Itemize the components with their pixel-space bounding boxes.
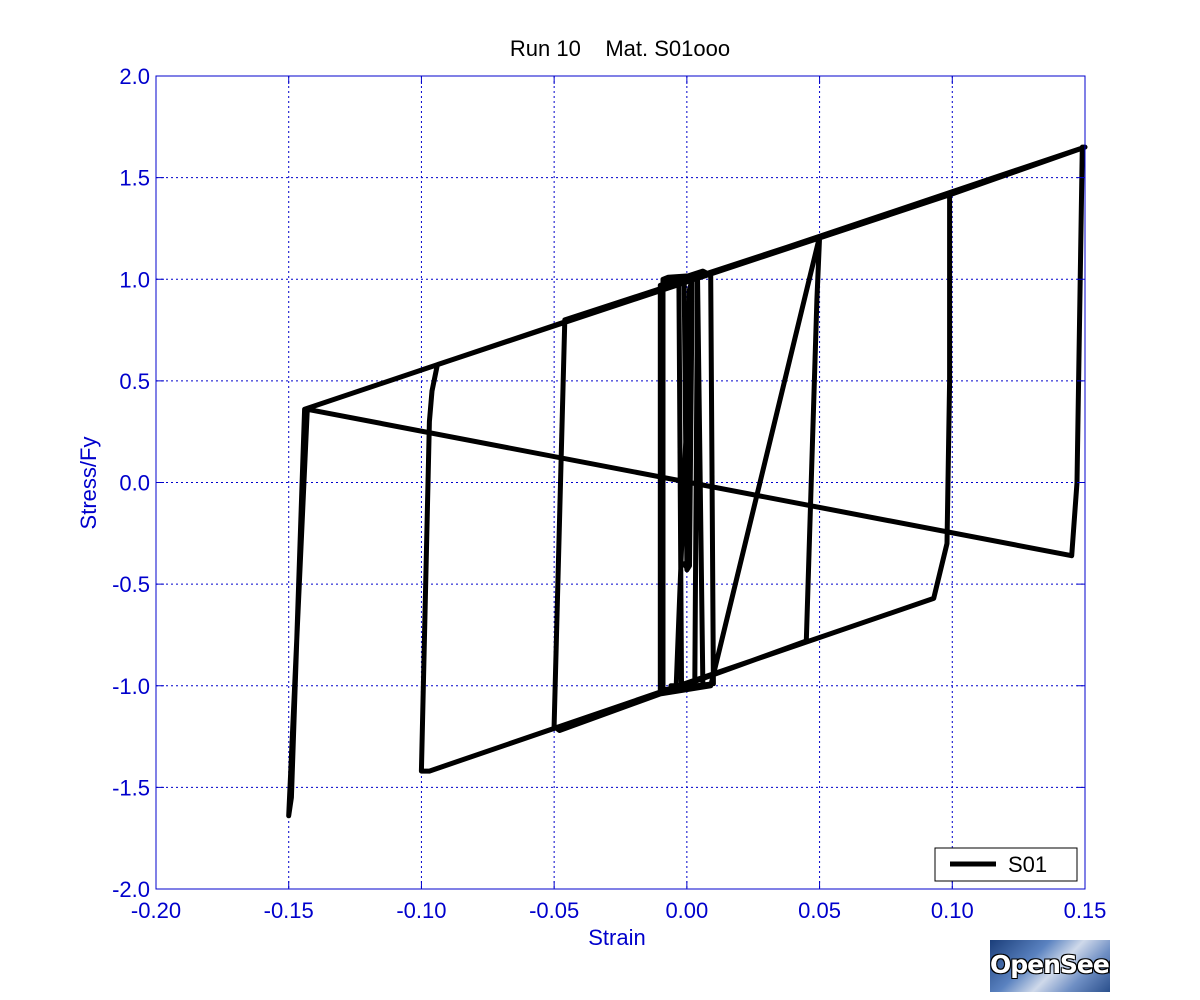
y-tick-label: -1.0 xyxy=(112,674,150,699)
x-tick-label: 0.15 xyxy=(1064,898,1107,923)
data-series xyxy=(286,144,1088,819)
y-tick-label: -0.5 xyxy=(112,572,150,597)
x-tick-label: 0.10 xyxy=(931,898,974,923)
y-tick-label: -2.0 xyxy=(112,877,150,902)
opensees-logo: OpenSees xyxy=(990,940,1110,992)
chart-title: Run 10 Mat. S01ooo xyxy=(510,36,730,61)
x-axis-label: Strain xyxy=(588,925,645,950)
plot-area xyxy=(156,76,1085,889)
y-tick-label: 0.5 xyxy=(119,369,150,394)
x-tick-label: -0.15 xyxy=(264,898,314,923)
y-axis-label: Stress/Fy xyxy=(76,437,101,530)
series-line-s01 xyxy=(286,144,1088,819)
logo-text: OpenSees xyxy=(990,950,1110,979)
y-tick-label: 1.5 xyxy=(119,166,150,191)
y-tick-label: 2.0 xyxy=(119,64,150,89)
legend-label-s01: S01 xyxy=(1008,852,1047,877)
y-tick-label: 1.0 xyxy=(119,267,150,292)
x-tick-label: 0.05 xyxy=(798,898,841,923)
x-tick-label: -0.20 xyxy=(131,898,181,923)
x-tick-label: 0.00 xyxy=(665,898,708,923)
y-tick-label: -1.5 xyxy=(112,775,150,800)
y-tick-label: 0.0 xyxy=(119,471,150,496)
x-tick-label: -0.05 xyxy=(529,898,579,923)
axis-ticks: -0.20 -0.15 -0.10 -0.05 0.00 0.05 0.10 0.15 2.0 1… xyxy=(112,64,1106,923)
x-tick-label: -0.10 xyxy=(396,898,446,923)
legend: S01 xyxy=(934,847,1078,882)
